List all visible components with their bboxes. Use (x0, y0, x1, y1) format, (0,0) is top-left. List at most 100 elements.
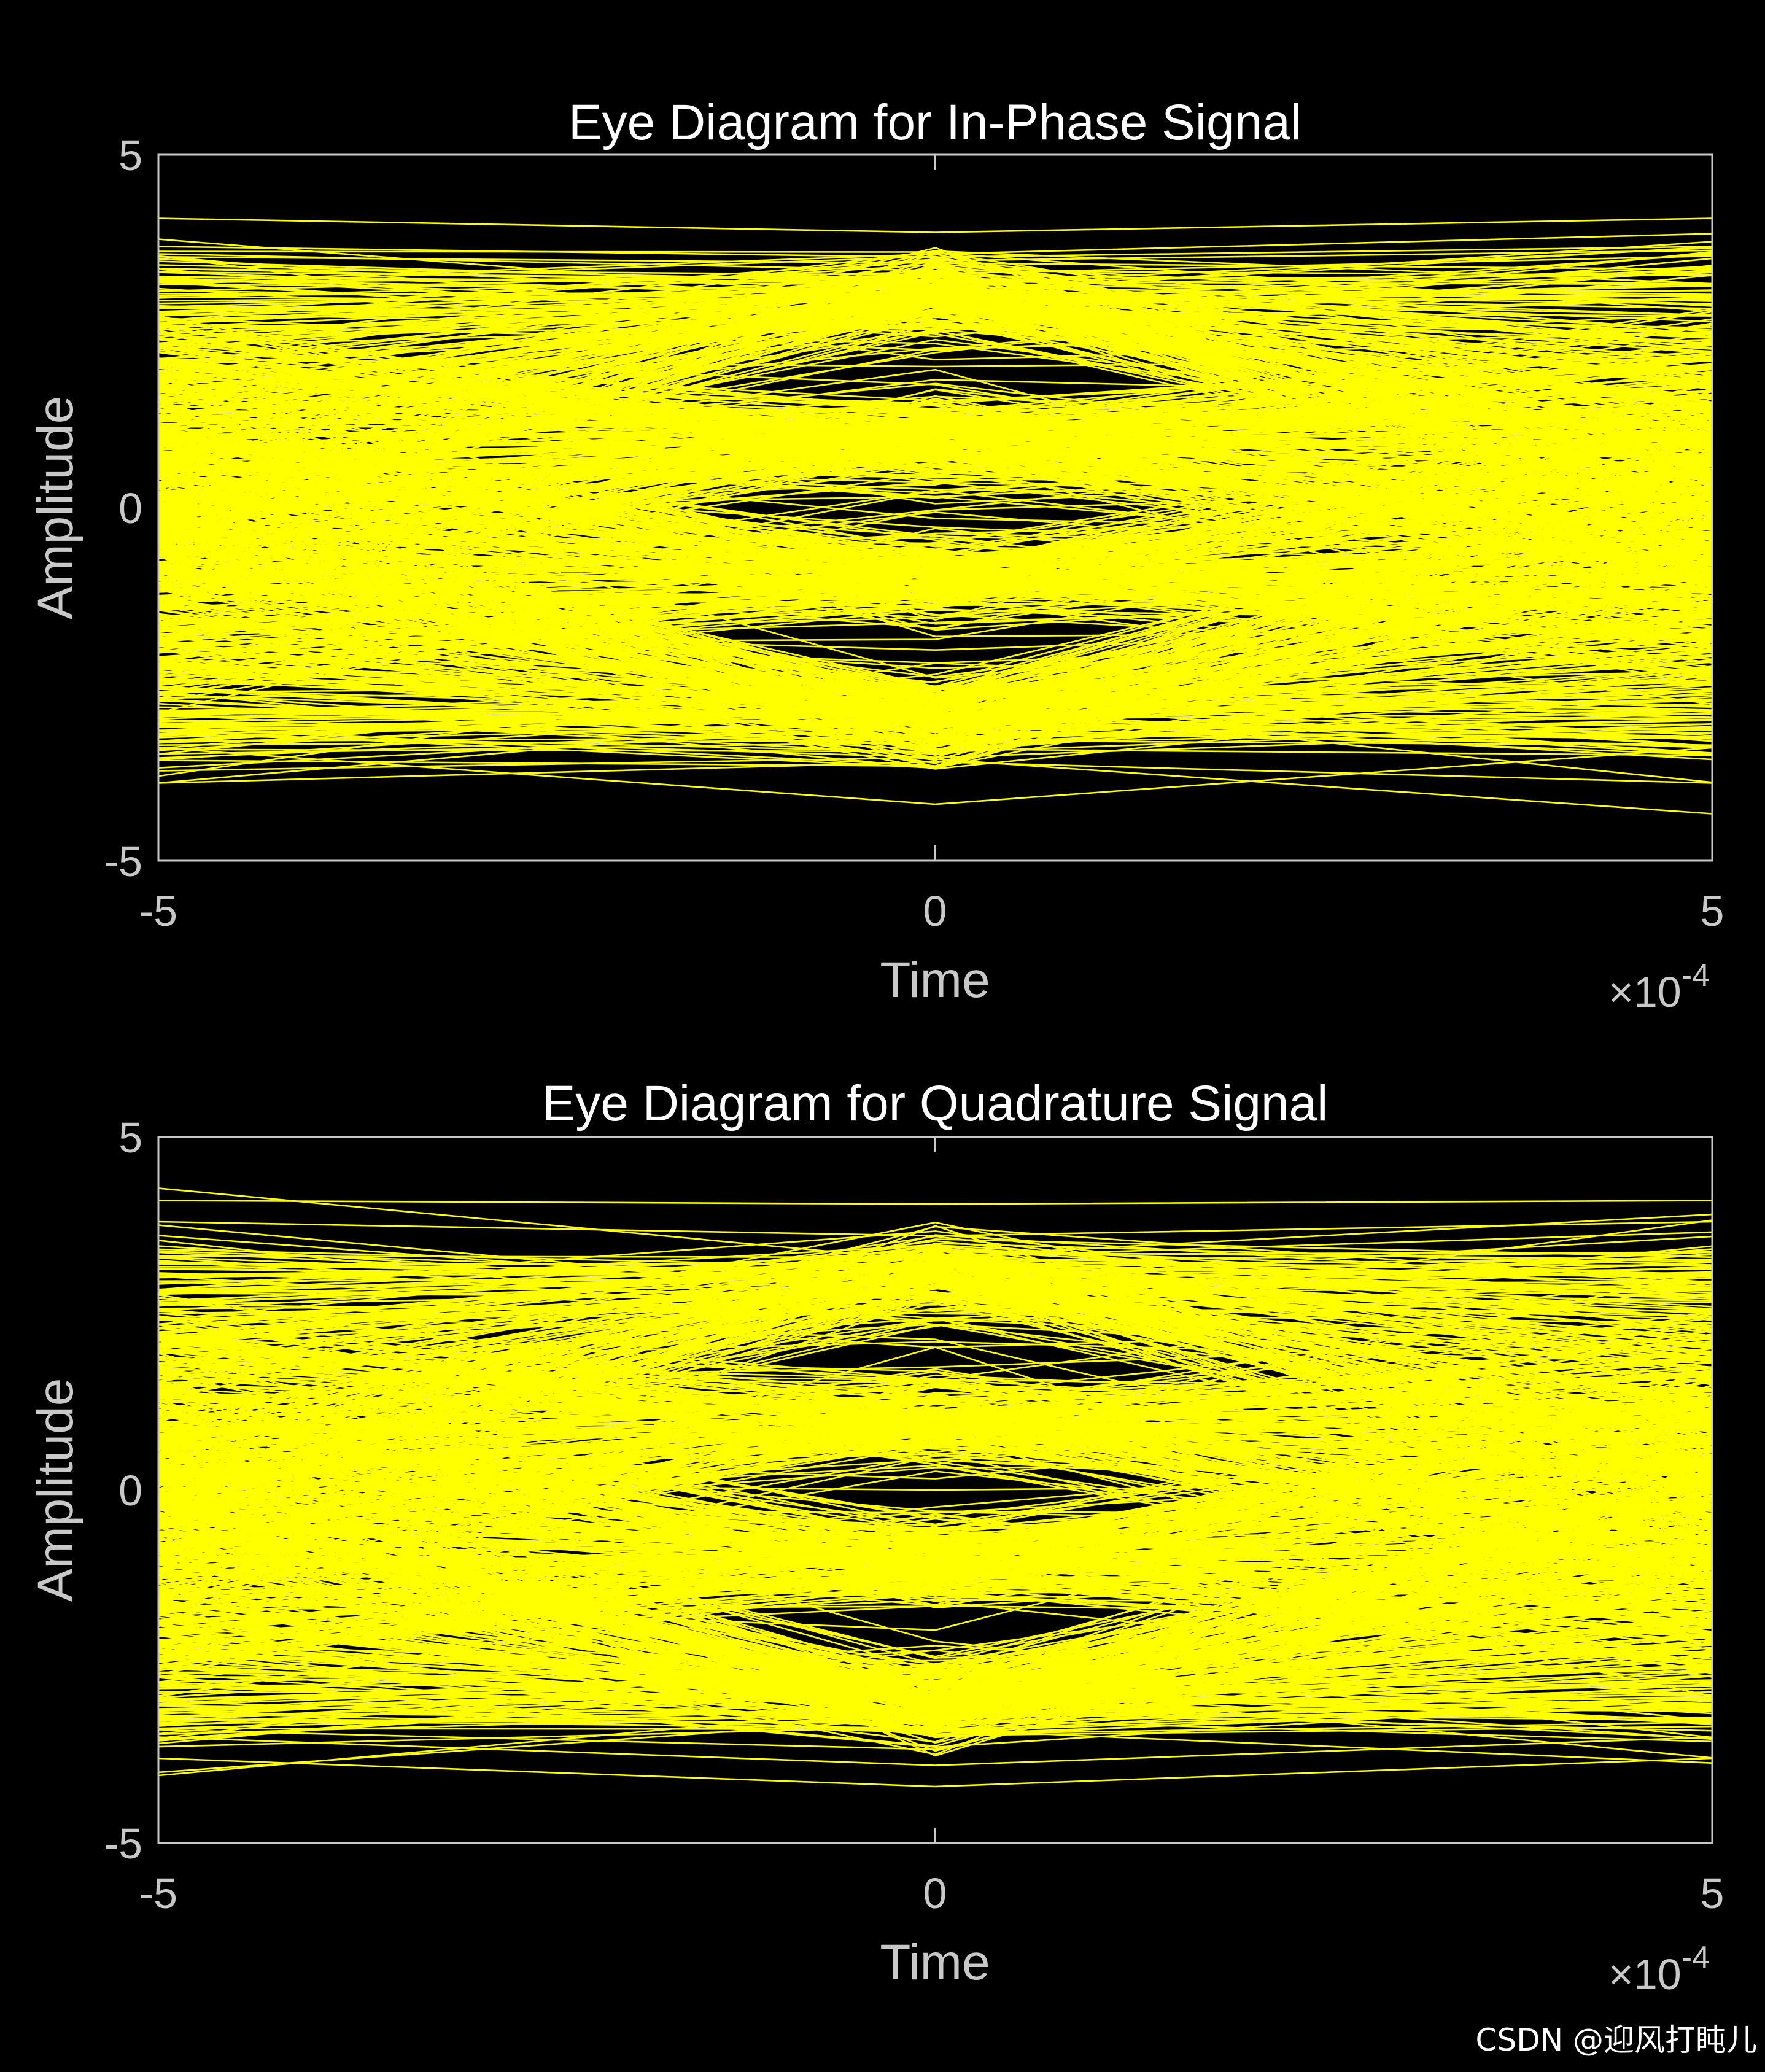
eye-trace-outlier (158, 761, 1713, 784)
eye-trace (158, 1397, 1713, 1626)
eye-trace (158, 1375, 1713, 1430)
eye-trace (158, 284, 1713, 478)
eye-trace (158, 294, 1713, 433)
y-tick-label: -5 (104, 1820, 142, 1868)
eye-trace (158, 1553, 1713, 1736)
eye-trace (158, 416, 1713, 504)
eye-trace (158, 1368, 1713, 1492)
eye-trace (158, 1464, 1713, 1686)
eye-trace (158, 373, 1713, 467)
eye-trace (158, 1474, 1713, 1649)
eye-trace (158, 534, 1713, 635)
eye-trace (158, 1295, 1713, 1529)
eye-trace (158, 1591, 1713, 1691)
eye-trace (158, 1428, 1713, 1524)
panel-quadrature: Eye Diagram for Quadrature Signal 5 0 -5… (28, 1076, 1724, 1998)
y-tick-label: 5 (118, 1114, 142, 1162)
y-tick-label: -5 (104, 837, 142, 885)
eye-trace (158, 1275, 1713, 1402)
eye-trace (158, 1250, 1713, 1488)
eye-trace (158, 1386, 1713, 1465)
eye-trace (158, 1296, 1713, 1566)
eye-trace (158, 501, 1713, 750)
eye-trace (158, 1591, 1713, 1683)
eye-trace-outlier (158, 217, 1713, 233)
eye-trace (158, 1410, 1713, 1558)
eye-trace (158, 696, 1713, 753)
eye-trace-outlier (158, 1341, 1713, 1364)
eye-trace (158, 611, 1713, 713)
eye-trace (158, 1580, 1713, 1730)
eye-trace (158, 1338, 1713, 1456)
eye-trace (158, 1371, 1713, 1464)
eye-trace (158, 1647, 1713, 1662)
eye-trace (158, 1257, 1713, 1399)
eye-trace (158, 1373, 1713, 1510)
eye-trace (158, 1556, 1713, 1719)
eye-trace (158, 1262, 1713, 1329)
eye-trace (158, 534, 1713, 769)
eye-trace (158, 514, 1713, 721)
panel-in-phase: Eye Diagram for In-Phase Signal 5 0 -5 -… (28, 95, 1724, 1016)
eye-trace (158, 1515, 1713, 1715)
eye-trace (158, 594, 1713, 755)
eye-trace (158, 1459, 1713, 1719)
eye-trace (158, 454, 1713, 554)
eye-trace (158, 570, 1713, 638)
watermark: CSDN @迎风打盹儿 (1476, 2022, 1757, 2058)
y-axis-label: Amplitude (28, 396, 83, 620)
eye-trace (158, 1488, 1713, 1531)
y-tick-label: 0 (118, 484, 142, 532)
eye-trace (158, 1270, 1713, 1417)
eye-trace (158, 1265, 1713, 1469)
eye-trace (158, 377, 1713, 505)
eye-trace (158, 416, 1713, 560)
eye-trace (158, 1253, 1713, 1313)
eye-trace (158, 494, 1713, 711)
eye-trace (158, 1225, 1713, 1429)
eye-trace (158, 361, 1713, 452)
eye-trace (158, 282, 1713, 499)
eye-trace (158, 1267, 1713, 1361)
eye-trace (158, 296, 1713, 437)
plot-area-in-phase (158, 217, 1713, 815)
eye-trace (158, 1551, 1713, 1677)
eye-trace (158, 1422, 1713, 1563)
eye-trace (158, 268, 1713, 490)
eye-trace (158, 310, 1713, 387)
eye-trace (158, 262, 1713, 553)
eye-trace (158, 526, 1713, 727)
eye-trace (158, 502, 1713, 568)
eye-trace (158, 1502, 1713, 1740)
eye-trace (158, 1243, 1713, 1527)
eye-trace (158, 581, 1713, 751)
eye-trace (158, 1331, 1713, 1429)
eye-trace (158, 289, 1713, 378)
y-tick-label: 5 (118, 131, 142, 179)
eye-trace (158, 1613, 1713, 1714)
y-axis-label: Amplitude (28, 1378, 83, 1602)
x-axis-label: Time (880, 952, 990, 1008)
eye-trace (158, 1411, 1713, 1573)
eye-trace (158, 374, 1713, 508)
eye-trace (158, 1503, 1713, 1621)
eye-trace (158, 376, 1713, 462)
eye-trace (158, 280, 1713, 477)
eye-trace (158, 654, 1713, 717)
eye-trace (158, 1308, 1713, 1342)
eye-trace (158, 1392, 1713, 1580)
eye-trace (158, 471, 1713, 590)
eye-trace (158, 492, 1713, 738)
eye-trace (158, 1243, 1713, 1529)
eye-trace (158, 1648, 1713, 1733)
eye-trace (158, 389, 1713, 568)
eye-trace (158, 1403, 1713, 1533)
eye-trace (158, 693, 1713, 744)
eye-trace-outlier (158, 747, 1713, 805)
eye-trace (158, 290, 1713, 457)
eye-trace (158, 372, 1713, 602)
eye-trace (158, 1252, 1713, 1465)
eye-trace-outlier (158, 1200, 1713, 1205)
exponent-power: -4 (1682, 1940, 1710, 1976)
